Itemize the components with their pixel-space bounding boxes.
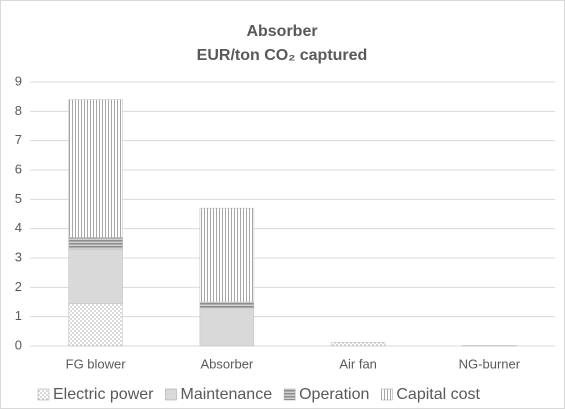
legend-swatch (37, 388, 50, 401)
bar-segment (68, 99, 123, 238)
x-tick-label: Absorber (201, 356, 254, 371)
bar-segment (68, 237, 123, 250)
y-tick-label: 8 (15, 103, 22, 118)
bar-segment (199, 207, 255, 303)
legend-swatch (283, 388, 296, 401)
bar-segment (199, 307, 255, 347)
y-tick-label: 5 (15, 191, 22, 206)
y-tick-label: 0 (15, 337, 22, 352)
legend-label: Maintenance (180, 386, 272, 403)
y-tick-label: 9 (15, 73, 22, 88)
x-tick-label: FG blower (66, 356, 127, 371)
y-tick-label: 3 (15, 249, 22, 264)
bar-segment (199, 301, 255, 309)
y-tick-label: 4 (15, 220, 22, 235)
legend-swatch (165, 388, 177, 401)
chart-title: Absorber (246, 23, 317, 40)
legend-label: Operation (299, 386, 369, 403)
x-tick-label: NG-burner (459, 356, 521, 371)
x-tick-label: Air fan (339, 356, 377, 371)
bar-segment (68, 248, 123, 304)
bar-segment (68, 303, 123, 347)
y-tick-label: 2 (15, 279, 22, 294)
y-tick-label: 6 (15, 161, 22, 176)
bar-segment (330, 342, 386, 347)
y-tick-label: 7 (15, 132, 22, 147)
legend-label: Capital cost (396, 386, 480, 403)
legend-swatch (381, 388, 393, 401)
bar-segment (462, 345, 517, 347)
legend-label: Electric power (53, 386, 154, 403)
y-tick-label: 1 (15, 308, 22, 323)
chart-subtitle: EUR/ton CO₂ captured (197, 47, 368, 64)
